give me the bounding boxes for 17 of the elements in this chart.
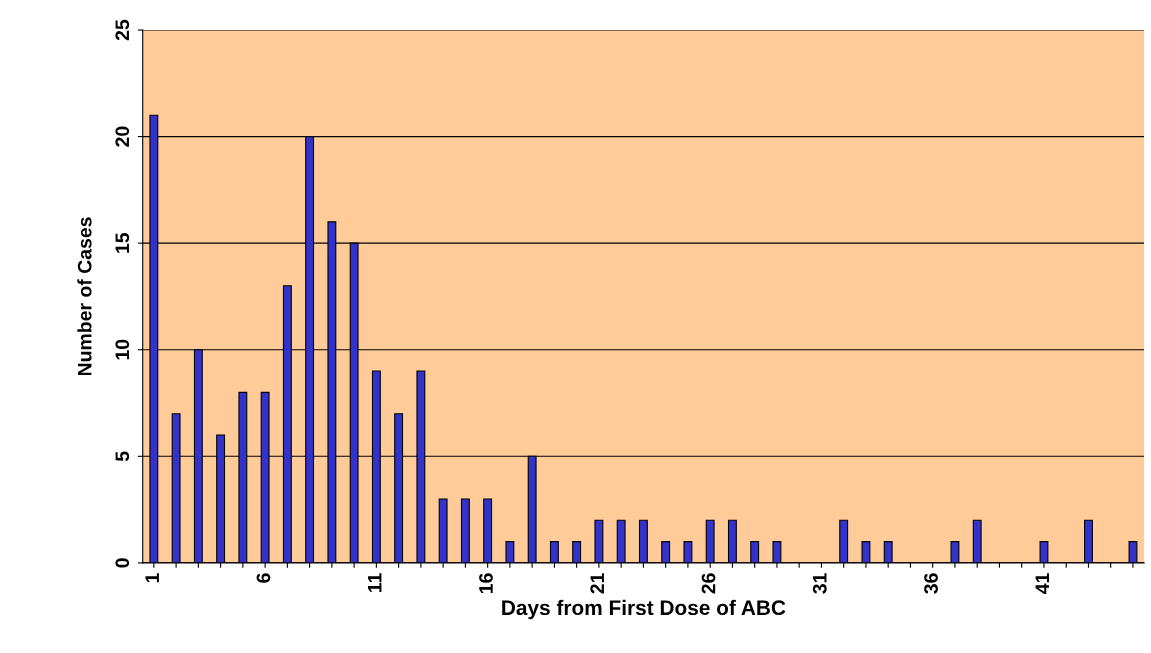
x-tick-label: 11 [368,573,382,592]
y-tick-label: 15 [115,232,130,253]
x-tick-label: 6 [256,573,271,583]
x-tick-label: 1 [145,573,159,583]
y-tick-label: 10 [115,339,130,360]
x-tick-label: 41 [1035,573,1049,594]
y-tick-label: 25 [115,19,130,41]
x-tick-label: 16 [479,573,493,594]
y-tick-label: 20 [115,126,130,147]
y-axis-title: Number of Cases [77,217,92,376]
y-tick-label: 5 [115,451,130,462]
x-tick-label: 31 [812,573,827,594]
x-tick-label: 26 [701,573,716,594]
x-axis-title: Days from First Dose of ABC [502,599,786,620]
y-tick-label: 0 [115,558,130,568]
x-tick-label: 21 [590,573,604,594]
x-tick-label: 36 [924,573,938,594]
